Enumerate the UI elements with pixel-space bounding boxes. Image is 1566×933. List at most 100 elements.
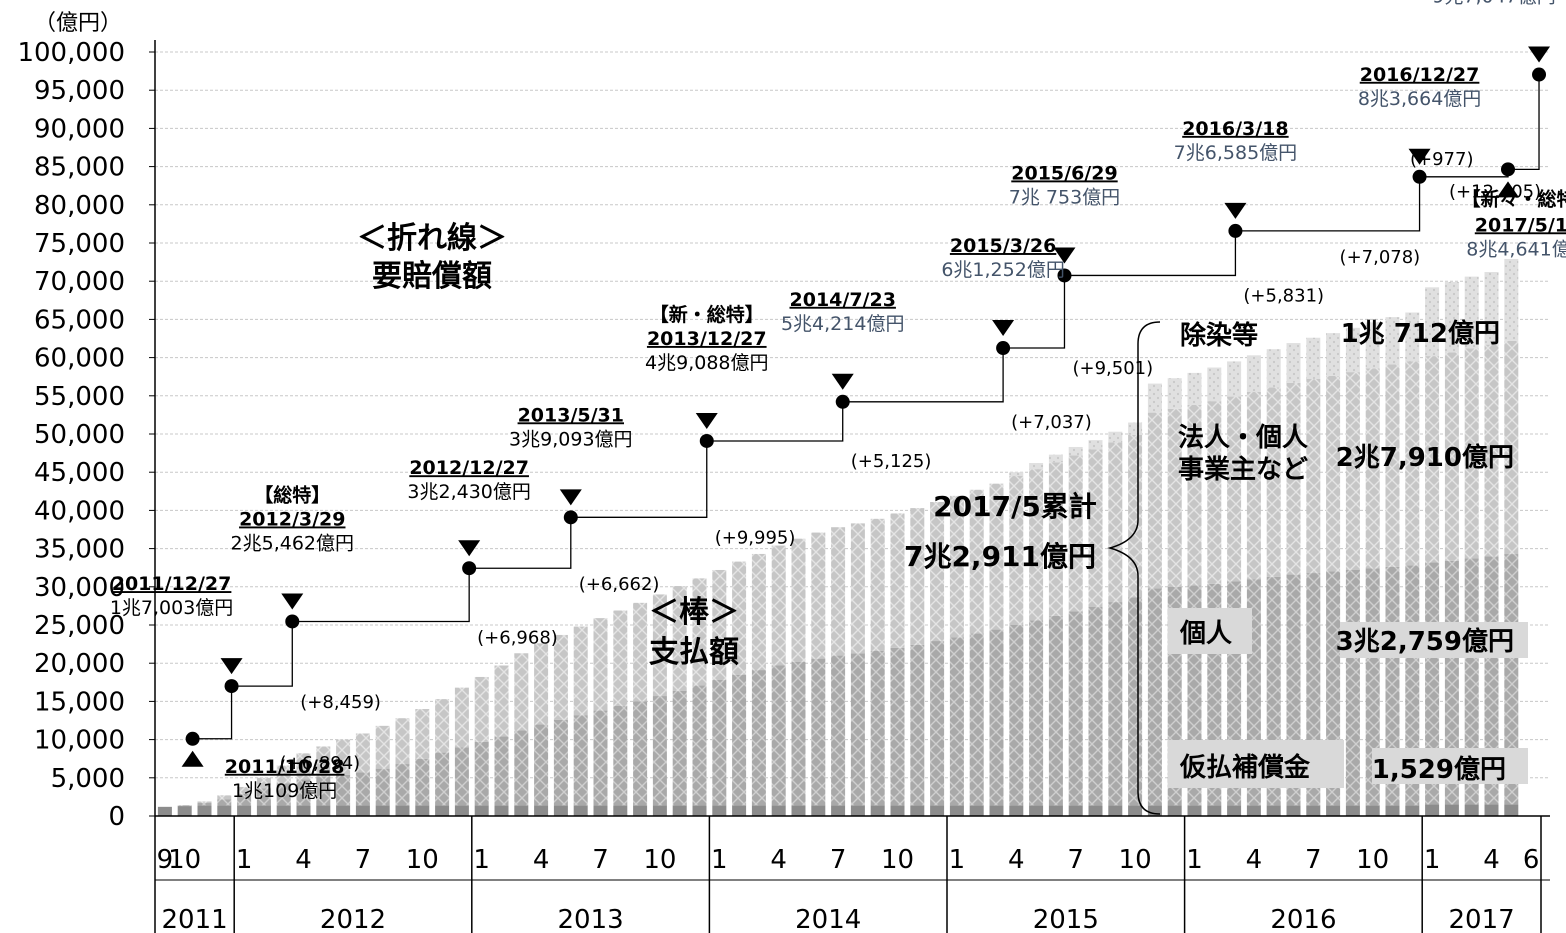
bar-provisional xyxy=(395,805,410,816)
bar-decontamination xyxy=(1068,446,1083,456)
x-month-label: 7 xyxy=(355,845,372,875)
line-point xyxy=(1501,162,1515,177)
point-amount-label: 7兆6,585億円 xyxy=(1174,142,1297,164)
bar-business xyxy=(949,495,964,638)
bar-individual xyxy=(1464,558,1479,805)
bar-provisional xyxy=(831,805,846,816)
bar-provisional xyxy=(1266,805,1281,816)
point-amount-label: 6兆1,252億円 xyxy=(941,259,1064,281)
y-tick-label: 95,000 xyxy=(34,76,125,106)
breakdown-label-box xyxy=(1168,740,1344,788)
bar-provisional xyxy=(949,805,964,816)
bar-provisional xyxy=(217,805,232,816)
bar-business xyxy=(652,594,667,697)
bar-provisional xyxy=(415,805,430,816)
breakdown-amount-box xyxy=(1340,622,1528,658)
line-point xyxy=(699,433,714,448)
point-amount-label: 3兆2,430億円 xyxy=(407,481,530,503)
bar-provisional xyxy=(1009,805,1024,816)
breakdown-label: 仮払補償金 xyxy=(1179,752,1311,783)
bar-provisional xyxy=(553,805,568,816)
bar-business xyxy=(474,676,489,742)
marker-triangle-down xyxy=(458,540,481,557)
point-amount-label: 8兆4,641億円 xyxy=(1466,238,1566,260)
x-month-label: 10 xyxy=(168,845,201,875)
x-month-label: 4 xyxy=(770,845,787,875)
line-point xyxy=(835,394,850,409)
bar-provisional xyxy=(1207,805,1222,816)
bar-provisional xyxy=(375,805,390,816)
point-amount-label: 8兆3,664億円 xyxy=(1358,88,1481,110)
bar-business xyxy=(732,561,747,675)
bar-individual xyxy=(474,741,489,806)
bar-business xyxy=(989,483,1004,630)
x-month-label: 4 xyxy=(1008,845,1025,875)
bar-provisional xyxy=(1246,805,1261,816)
bar-business xyxy=(296,753,311,780)
x-year-label: 2015 xyxy=(1033,905,1099,933)
bar-provisional xyxy=(534,805,549,816)
line-point xyxy=(285,614,300,629)
bar-individual xyxy=(672,690,687,806)
marker-triangle-down xyxy=(220,658,243,675)
line-point xyxy=(185,731,200,746)
bar-business xyxy=(751,553,766,671)
bar-individual xyxy=(1147,588,1162,806)
breakdown-amount: 3兆2,759億円 xyxy=(1336,627,1514,657)
bar-decontamination xyxy=(1187,372,1202,405)
bar-business xyxy=(237,786,252,794)
bar-provisional xyxy=(771,805,786,816)
x-month-label: 1 xyxy=(236,845,253,875)
x-month-label: 4 xyxy=(533,845,550,875)
bar-provisional xyxy=(454,805,469,816)
point-date-label: 2017/5/11 xyxy=(1475,214,1566,236)
point-increment-label: (+9,995) xyxy=(715,527,796,548)
marker-triangle-down xyxy=(1528,46,1551,63)
bar-individual xyxy=(732,674,747,806)
bar-individual xyxy=(1444,560,1459,805)
bar-decontamination xyxy=(1128,422,1143,435)
bar-decontamination xyxy=(1345,327,1360,373)
bar-individual xyxy=(454,747,469,806)
bar-business xyxy=(375,725,390,769)
x-month-label: 10 xyxy=(643,845,676,875)
bar-provisional xyxy=(633,805,648,816)
point-amount-label: 7兆 753億円 xyxy=(1009,186,1120,208)
bar-business xyxy=(850,523,865,654)
bar-provisional xyxy=(316,805,331,816)
bar-individual xyxy=(217,799,232,806)
y-tick-label: 100,000 xyxy=(17,38,125,68)
bar-provisional xyxy=(791,805,806,816)
y-tick-label: 45,000 xyxy=(34,458,125,488)
x-month-label: 1 xyxy=(473,845,490,875)
y-tick-label: 90,000 xyxy=(34,114,125,144)
bar-decontamination xyxy=(1167,378,1182,409)
bar-series-title: 支払額 xyxy=(649,635,739,670)
bar-individual xyxy=(850,653,865,806)
bar-individual xyxy=(692,685,707,806)
marker-triangle-down xyxy=(831,373,854,390)
bar-provisional xyxy=(1128,805,1143,816)
bar-business xyxy=(1385,364,1400,567)
bar-provisional xyxy=(1425,804,1440,816)
point-increment-label: (+5,125) xyxy=(851,451,932,472)
bar-provisional xyxy=(355,805,370,816)
y-tick-label: 60,000 xyxy=(34,344,125,374)
bar-business xyxy=(969,489,984,634)
bar-individual xyxy=(375,768,390,806)
bar-business xyxy=(672,586,687,691)
bar-business xyxy=(1187,404,1202,586)
x-month-label: 1 xyxy=(1424,845,1441,875)
bar-business xyxy=(276,765,291,784)
bar-business xyxy=(1444,352,1459,561)
bar-decontamination xyxy=(1246,355,1261,392)
bar-business xyxy=(1504,340,1519,555)
marker-triangle-down xyxy=(1053,247,1076,264)
bar-provisional xyxy=(930,805,945,816)
breakdown-label-box xyxy=(1168,608,1252,654)
x-month-label: 1 xyxy=(711,845,728,875)
x-month-label: 10 xyxy=(881,845,914,875)
bar-provisional xyxy=(850,805,865,816)
marker-triangle-down xyxy=(695,412,718,429)
x-month-label: 7 xyxy=(592,845,609,875)
